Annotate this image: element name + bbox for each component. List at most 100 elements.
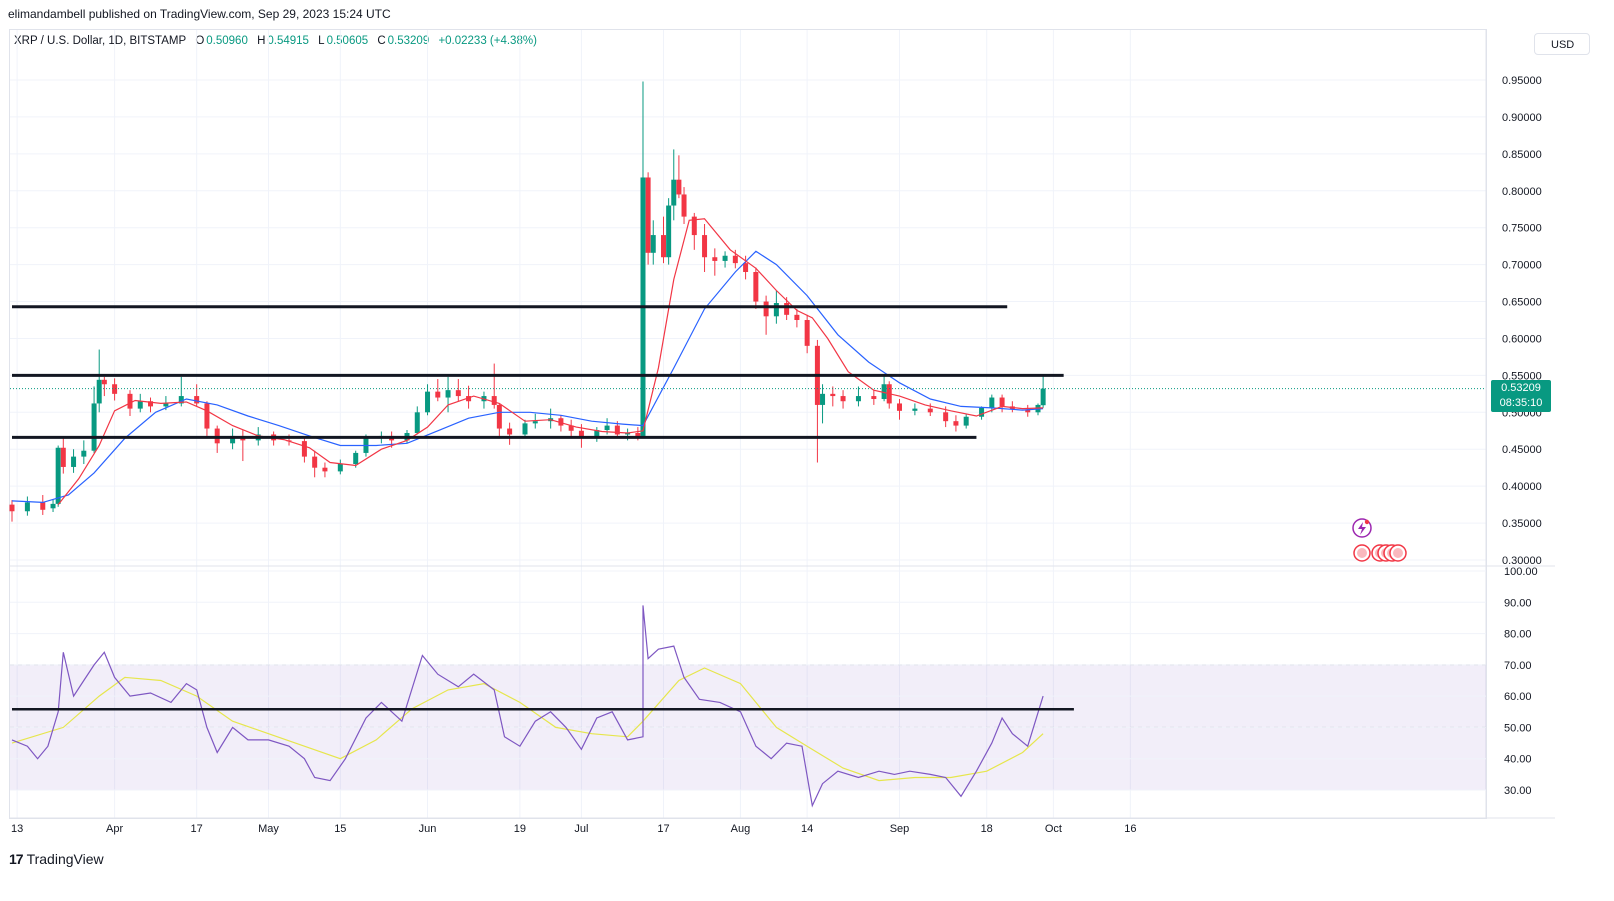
rsi-axis-tick-label: 100.00 [1504,566,1538,578]
candle-body [743,263,749,272]
candle-body [337,464,343,472]
candle-body [24,502,30,512]
y-axis-tick-label: 0.40000 [1502,481,1542,493]
candle-body [60,447,66,467]
rsi-line [11,605,1044,808]
candle-body [353,452,359,464]
x-axis-tick-label: 16 [1124,823,1136,835]
candle-body [532,421,538,424]
candle-body [466,396,472,402]
x-axis-tick-label: 19 [514,823,526,835]
candle-body [594,430,600,438]
candle-body [491,396,497,405]
candle-body [1025,409,1031,413]
candle-body [425,391,431,413]
candle-body [137,401,143,409]
ma-slow-line [11,250,1044,504]
events-icon-group [1352,518,1407,562]
bar-countdown: 08:35:10 [1499,397,1543,409]
change-value: +0.02233 (+4.38%) [438,35,537,47]
candle-body [681,194,687,217]
candle-body [635,432,641,436]
candle-body [804,320,810,346]
y-axis-tick-label: 0.90000 [1502,112,1542,124]
y-axis-tick-label: 0.75000 [1502,223,1542,235]
candle-body [722,255,728,261]
candle-body [50,503,56,509]
low-value: 0.50605 [326,35,369,47]
candle-body [999,397,1005,407]
lightning-glyph-icon [1358,522,1366,535]
candle-body [773,303,779,317]
tradingview-logo[interactable]: 17 TradingView [9,851,104,867]
candle-body [871,396,877,400]
candle-body [896,403,902,411]
candle-body [881,384,887,400]
candle-body [578,430,584,438]
candle-body [784,303,790,315]
high-label: H [257,35,266,47]
currency-button[interactable]: USD [1534,33,1590,55]
candle-body [194,396,200,404]
y-axis-tick-label: 0.30000 [1502,555,1542,567]
candle-body [40,502,46,510]
candle-body [101,379,107,385]
y-axis-tick-label: 0.35000 [1502,518,1542,530]
candle-body [127,393,133,409]
candle-body [322,467,328,472]
last-price-value: 0.53209 [1501,382,1541,394]
candle-body [604,425,610,431]
candle-body [912,408,918,411]
x-axis-tick-label: 15 [334,823,346,835]
y-axis-tick-label: 0.60000 [1502,333,1542,345]
candle-body [435,391,441,398]
y-axis-tick-label: 0.95000 [1502,75,1542,87]
rsi-axis-tick-label: 40.00 [1504,754,1532,766]
x-axis-tick-label: Apr [106,823,123,835]
candle-body [732,255,738,264]
candle-body [55,447,61,504]
candle-body [625,432,631,435]
y-axis-tick-label: 0.55000 [1502,370,1542,382]
candle-body [496,404,502,429]
x-axis-tick-label: Oct [1045,823,1062,835]
candle-body [927,408,933,413]
x-axis-tick-label: May [258,823,279,835]
economic-event-flag-icon [1389,544,1407,562]
x-axis-tick-label: 17 [657,823,669,835]
candle-body [163,403,169,407]
candle-body [963,416,969,426]
candle-body [9,504,15,512]
candle-body [96,379,102,404]
candle-body [676,179,682,195]
candle-body [614,425,620,435]
low-label: L [318,35,325,47]
candle-body [558,418,564,426]
candle-body [691,216,697,236]
candle-body [507,428,513,435]
candle-body [148,401,154,407]
symbol-title[interactable]: XRP / U.S. Dollar, 1D, BITSTAMP [14,35,187,47]
candle-body [702,235,708,258]
close-value: 0.53209 [387,35,430,47]
candle-body [455,390,461,397]
y-axis-tick-label: 0.65000 [1502,297,1542,309]
candle-body [178,396,184,404]
rsi-ma-line [11,667,1044,782]
y-axis-tick-label: 0.85000 [1502,149,1542,161]
x-axis-tick-label: 14 [801,823,813,835]
candle-body [794,314,800,320]
candle-body [671,179,677,206]
candle-body [820,393,826,405]
candle-body [204,403,210,429]
close-label: C [377,35,386,47]
y-axis-tick-label: 0.70000 [1502,260,1542,272]
candle-body [522,423,528,435]
candle-body [666,205,672,258]
candle-body [414,412,420,433]
candle-body [645,177,651,253]
candle-body [445,390,451,398]
candle-body [91,403,97,451]
rsi-axis-tick-label: 90.00 [1504,597,1532,609]
